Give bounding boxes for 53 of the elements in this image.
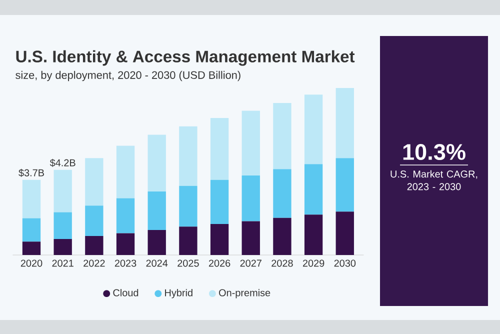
bar xyxy=(179,186,198,227)
x-tick-label: 2027 xyxy=(240,260,262,267)
bar xyxy=(210,118,229,180)
bar xyxy=(22,242,41,255)
bar xyxy=(273,218,292,255)
x-tick-label: 2025 xyxy=(178,260,199,267)
annotation: $4.2B xyxy=(50,158,76,167)
bar xyxy=(116,198,135,234)
legend-label: On-premise xyxy=(219,288,270,298)
bar xyxy=(336,158,354,212)
annotation: $3.7B xyxy=(18,168,44,177)
chart-subtitle: size, by deployment, 2020 - 2030 (USD Billion) xyxy=(16,70,240,82)
bar xyxy=(273,103,292,170)
bar xyxy=(148,230,166,255)
bar xyxy=(242,110,260,176)
bar xyxy=(304,214,323,255)
bar xyxy=(210,224,229,255)
bar xyxy=(85,236,104,255)
bar xyxy=(242,176,260,222)
bar xyxy=(148,192,166,230)
bar xyxy=(22,180,41,218)
x-tick-label: 2024 xyxy=(146,260,168,267)
bar xyxy=(54,238,72,255)
x-tick-label: 2028 xyxy=(272,260,293,267)
bar xyxy=(22,218,41,242)
x-tick-label: 2029 xyxy=(302,260,324,267)
bar xyxy=(148,134,166,192)
bar xyxy=(54,212,72,239)
bar xyxy=(179,126,198,186)
bar xyxy=(304,164,323,215)
bar xyxy=(336,88,354,158)
bar xyxy=(179,226,198,255)
x-tick-label: 2021 xyxy=(52,260,74,267)
bar xyxy=(273,169,292,218)
bar xyxy=(116,146,135,198)
bar xyxy=(54,170,72,212)
bar xyxy=(85,158,104,206)
x-tick-label: 2022 xyxy=(84,260,105,267)
text: 10.3% xyxy=(403,144,466,160)
legend-label: Hybrid xyxy=(165,288,192,298)
bar xyxy=(85,206,104,236)
bar xyxy=(210,180,229,224)
x-tick-label: 2023 xyxy=(114,260,136,267)
bar xyxy=(304,94,323,164)
x-tick-label: 2026 xyxy=(208,260,230,267)
text: U.S. Market CAGR, 2023 - 2030 xyxy=(390,170,478,190)
x-tick-label: 2030 xyxy=(334,260,356,267)
legend-label: Cloud xyxy=(113,288,138,296)
bar xyxy=(336,212,354,255)
bar xyxy=(242,221,260,255)
bar xyxy=(116,233,135,255)
x-tick-label: 2020 xyxy=(20,260,42,267)
chart-title: U.S. Identity & Access Management Market xyxy=(16,50,355,66)
